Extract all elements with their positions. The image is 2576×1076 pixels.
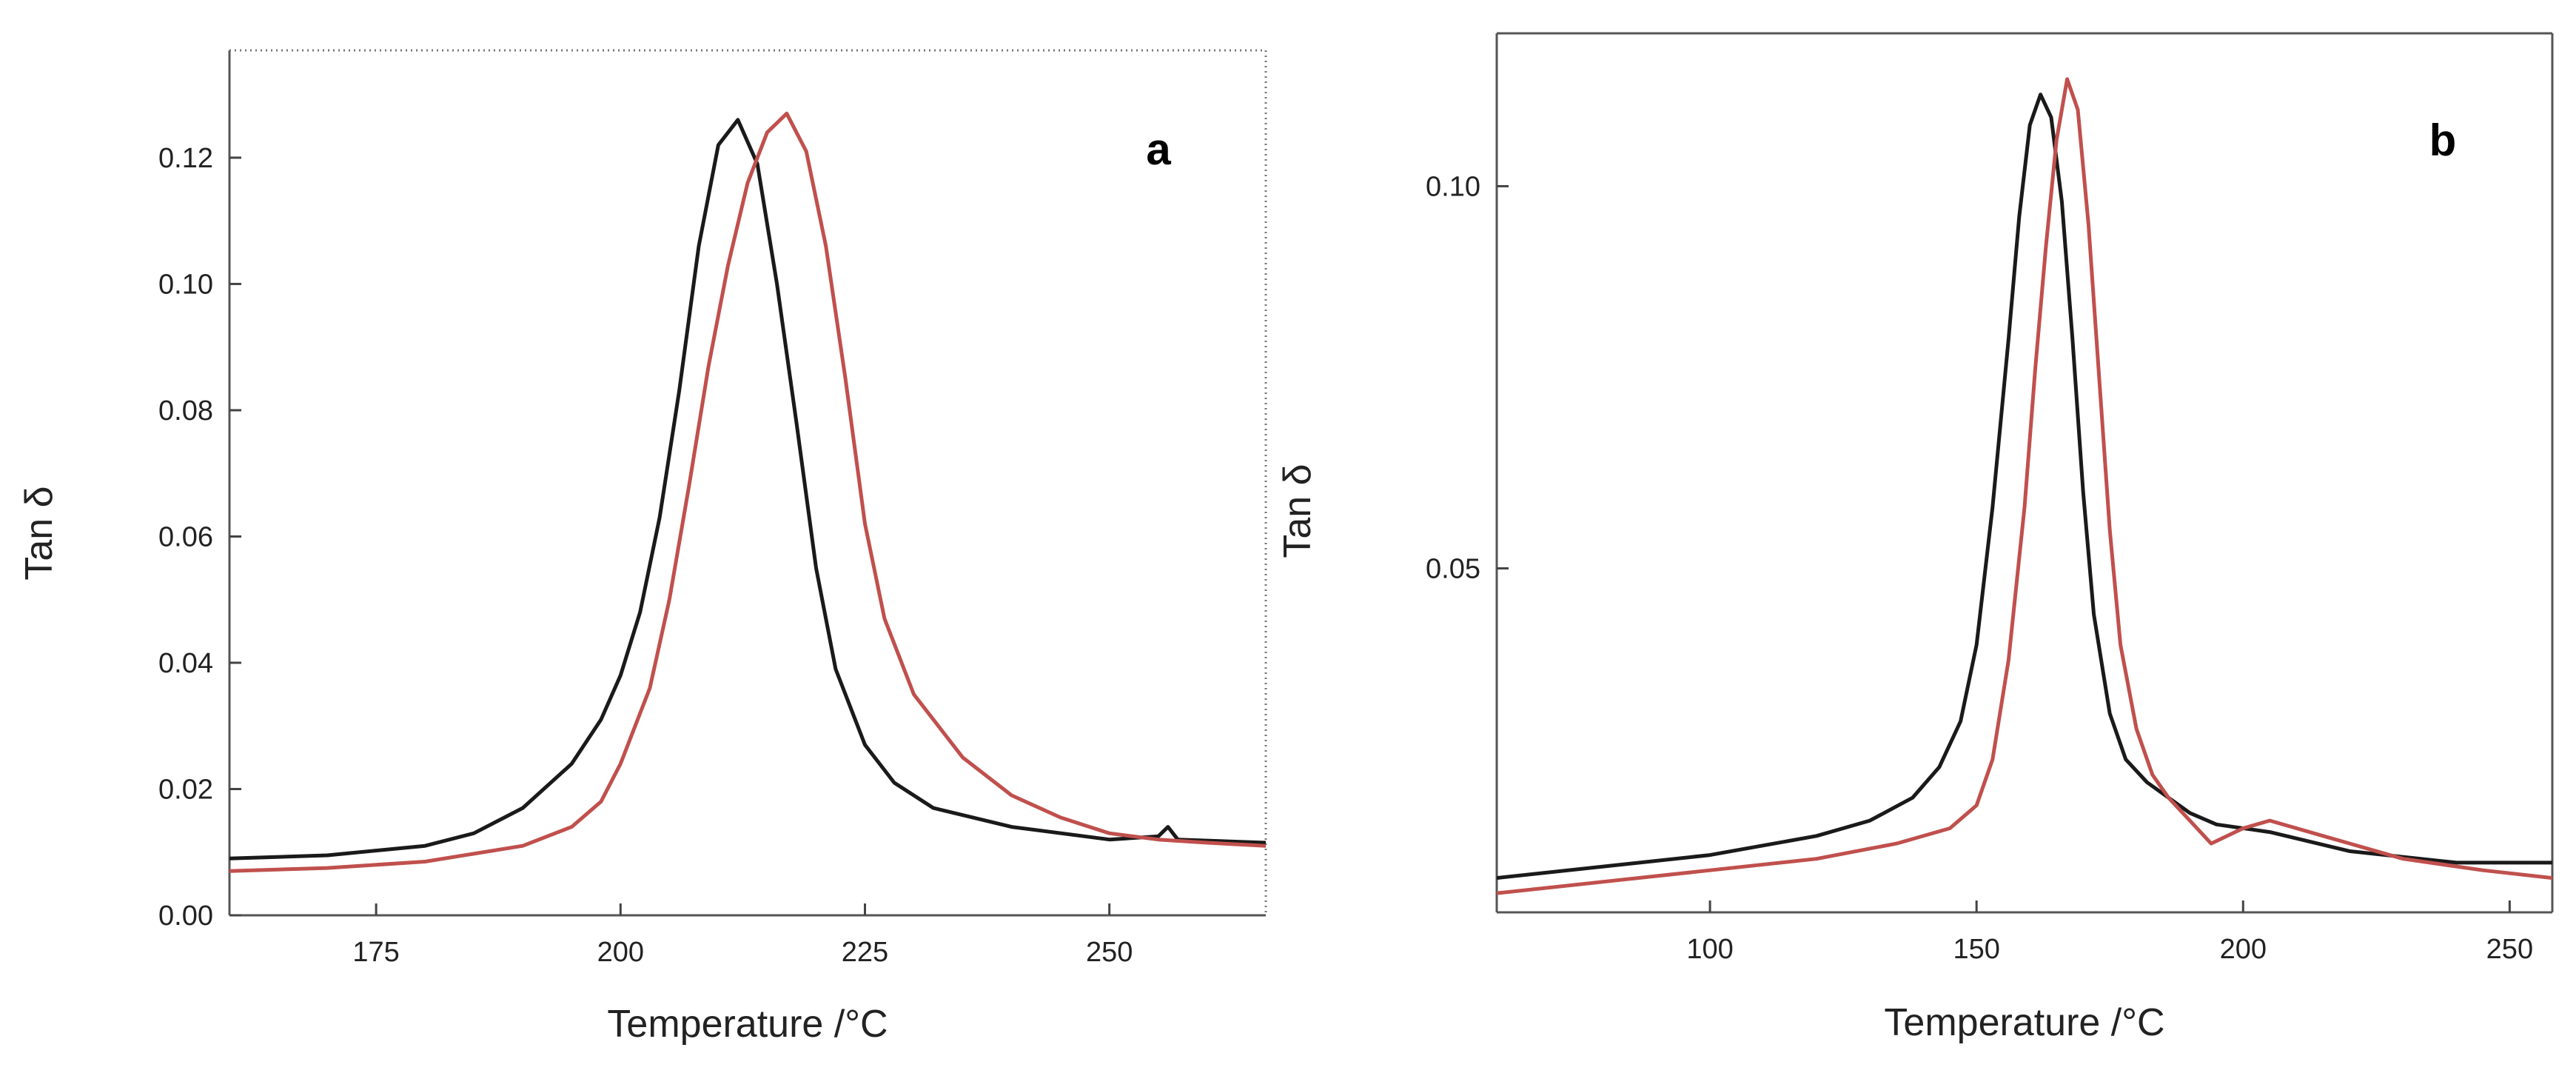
panel-label: b [2429, 116, 2457, 165]
x-tick-label: 100 [1686, 934, 1733, 965]
series-line-black [229, 118, 1266, 861]
x-tick-label: 250 [2486, 934, 2533, 965]
x-tick-label: 250 [1086, 937, 1133, 968]
series-line-red [1497, 77, 2552, 895]
x-tick-label: 200 [2220, 934, 2267, 965]
x-tick-label: 200 [597, 937, 644, 968]
y-axis-title: Tan δ [1276, 464, 1319, 558]
series-line-red [229, 111, 1266, 873]
y-tick-label: 0.10 [1426, 171, 1480, 202]
x-axis-title: Temperature /°C [607, 1003, 888, 1046]
y-tick-label: 0.05 [1426, 554, 1480, 585]
chart-panel-a: 175 200 225 250 0.00 0.02 0.04 0.06 0.08 0.10 0.12… [18, 49, 1267, 1046]
y-tick-label: 0.04 [158, 648, 213, 679]
y-tick-label: 0.12 [158, 143, 213, 174]
panel-label: a [1146, 124, 1171, 174]
y-tick-label: 0.06 [158, 521, 213, 552]
x-axis-title: Temperature /°C [1884, 1001, 2164, 1044]
y-tick-label: 0.00 [158, 900, 213, 932]
series-line-black [1497, 93, 2552, 880]
y-axis-title: Tan δ [18, 486, 61, 580]
chart-panel-b: 100 150 200 250 0.05 0.10 Temperature /°C Tan δ… [1276, 32, 2554, 1044]
y-tick-label: 0.10 [158, 269, 213, 300]
y-tick-label: 0.02 [158, 774, 213, 805]
y-tick-label: 0.08 [158, 395, 213, 427]
x-tick-label: 150 [1953, 934, 1999, 965]
x-tick-label: 225 [842, 937, 888, 968]
x-tick-label: 175 [352, 937, 399, 968]
